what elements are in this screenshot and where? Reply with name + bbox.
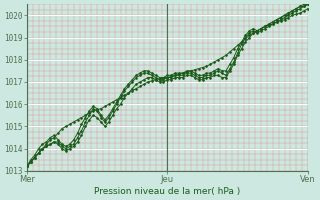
X-axis label: Pression niveau de la mer( hPa ): Pression niveau de la mer( hPa ): [94, 187, 241, 196]
